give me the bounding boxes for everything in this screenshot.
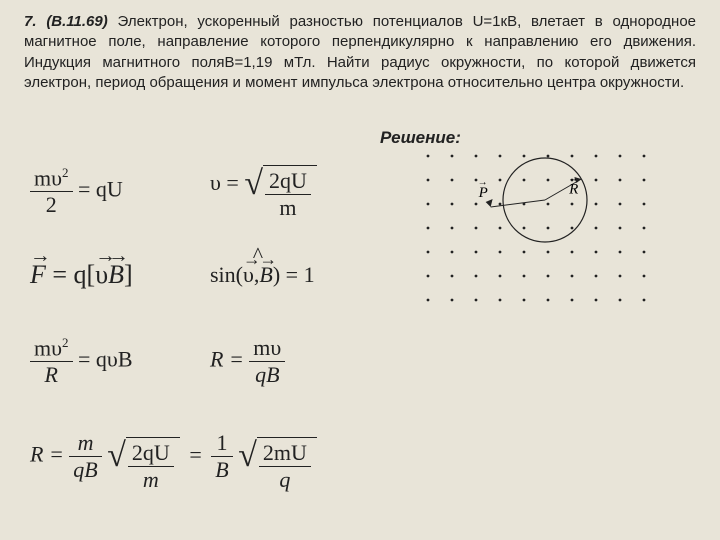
eq4: R = m qB √ 2qU m = 1 B √ 2mU q <box>30 430 317 493</box>
problem-reference: (В.11.69) <box>46 13 107 30</box>
problem-statement: 7. (В.11.69) Электрон, ускоренный разнос… <box>0 0 720 93</box>
eq1-right: υ = √ 2qU m <box>210 165 317 221</box>
r-vector-arrow: → <box>568 174 578 185</box>
magnetic-field-dots <box>427 155 646 302</box>
eq1-left: mυ2 2 = qU <box>30 165 123 218</box>
eq2-left: F = q[υB] <box>30 260 133 290</box>
diagram: R P → → <box>420 142 680 312</box>
eq3-left: mυ2 R = qυB <box>30 335 133 388</box>
problem-text: Электрон, ускоренный разностью потенциал… <box>24 13 696 91</box>
eq2-right: sin(υ,B) = 1 <box>210 262 315 288</box>
eq3-right: R = mυ qB <box>210 335 285 388</box>
problem-number: 7. <box>24 13 37 30</box>
p-vector-arrow: → <box>478 177 488 188</box>
